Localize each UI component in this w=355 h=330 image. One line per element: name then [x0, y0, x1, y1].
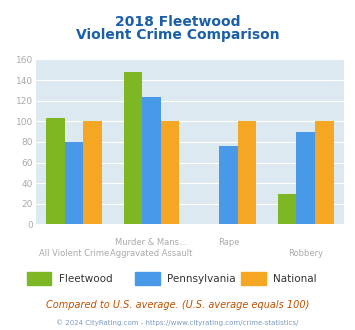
Bar — [219, 146, 238, 224]
Bar — [296, 132, 315, 224]
Text: Murder & Mans...: Murder & Mans... — [115, 238, 187, 247]
Bar — [124, 72, 142, 224]
Text: All Violent Crime: All Violent Crime — [39, 249, 109, 258]
Text: Pennsylvania: Pennsylvania — [167, 274, 235, 284]
Text: Compared to U.S. average. (U.S. average equals 100): Compared to U.S. average. (U.S. average … — [46, 300, 309, 310]
Text: © 2024 CityRating.com - https://www.cityrating.com/crime-statistics/: © 2024 CityRating.com - https://www.city… — [56, 319, 299, 326]
Bar — [160, 121, 179, 224]
Bar — [142, 96, 160, 224]
Bar — [238, 121, 256, 224]
Text: Violent Crime Comparison: Violent Crime Comparison — [76, 28, 279, 42]
Text: Aggravated Assault: Aggravated Assault — [110, 249, 192, 258]
Bar — [83, 121, 102, 224]
Text: Robbery: Robbery — [288, 249, 323, 258]
Bar — [46, 118, 65, 224]
Text: Rape: Rape — [218, 238, 239, 247]
Text: National: National — [273, 274, 317, 284]
Text: 2018 Fleetwood: 2018 Fleetwood — [115, 15, 240, 29]
Bar — [278, 194, 296, 224]
Bar — [65, 142, 83, 224]
Bar — [315, 121, 334, 224]
Text: Fleetwood: Fleetwood — [59, 274, 112, 284]
